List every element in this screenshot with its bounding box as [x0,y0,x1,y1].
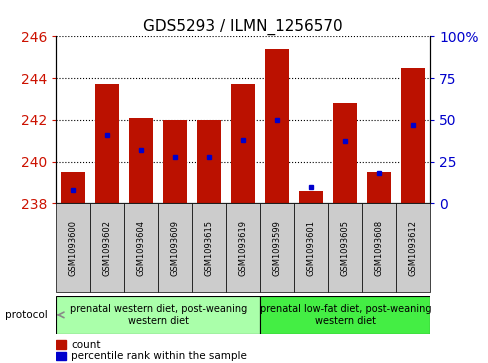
Bar [61,172,85,203]
Text: GSM1093608: GSM1093608 [374,220,383,276]
Text: prenatal low-fat diet, post-weaning
western diet: prenatal low-fat diet, post-weaning west… [259,304,430,326]
Bar [158,203,192,292]
Bar [362,203,395,292]
Bar [260,296,429,334]
Bar [56,296,260,334]
Text: GSM1093619: GSM1093619 [238,220,247,276]
Bar [95,84,119,203]
Text: GSM1093612: GSM1093612 [408,220,417,276]
Bar [231,84,255,203]
Bar [90,203,124,292]
Text: GSM1093600: GSM1093600 [69,220,78,276]
Text: GSM1093599: GSM1093599 [272,220,281,276]
Bar [299,191,323,203]
Bar [197,120,221,203]
Bar [56,203,90,292]
Text: protocol: protocol [5,310,47,320]
Bar [265,49,288,203]
Bar [129,118,153,203]
Bar [124,203,158,292]
Bar [333,103,356,203]
Bar [294,203,327,292]
Text: prenatal western diet, post-weaning
western diet: prenatal western diet, post-weaning west… [69,304,246,326]
Title: GDS5293 / ILMN_1256570: GDS5293 / ILMN_1256570 [143,19,343,35]
Bar [226,203,260,292]
Bar [327,203,362,292]
Text: GSM1093602: GSM1093602 [102,220,112,276]
Text: GSM1093601: GSM1093601 [306,220,315,276]
Bar [401,68,425,203]
Bar [395,203,429,292]
Bar [56,340,65,349]
Text: GSM1093615: GSM1093615 [204,220,213,276]
Bar [163,120,187,203]
Bar [366,172,390,203]
Text: GSM1093609: GSM1093609 [170,220,180,276]
Bar [192,203,226,292]
Text: GSM1093604: GSM1093604 [137,220,145,276]
Text: percentile rank within the sample: percentile rank within the sample [71,351,246,361]
Text: count: count [71,340,101,350]
Text: GSM1093605: GSM1093605 [340,220,349,276]
Bar [260,203,294,292]
Bar [56,351,65,360]
